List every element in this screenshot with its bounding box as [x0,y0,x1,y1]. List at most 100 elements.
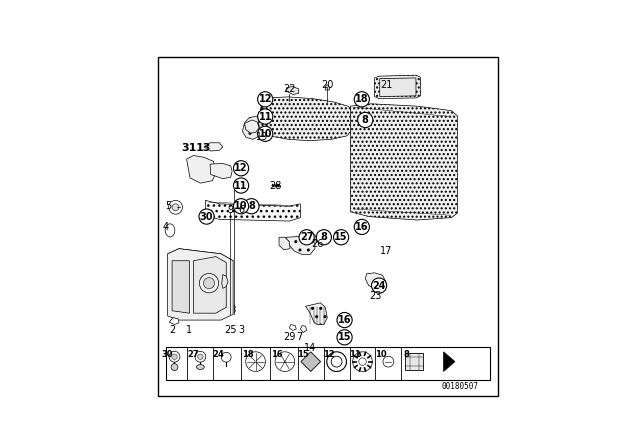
Text: 23: 23 [369,291,382,301]
Circle shape [371,278,387,293]
Polygon shape [286,236,315,254]
Text: 19: 19 [255,132,268,142]
Polygon shape [279,237,290,250]
Polygon shape [210,164,232,179]
Text: 14: 14 [304,343,316,353]
Polygon shape [168,249,233,320]
Circle shape [358,112,373,128]
Text: 8: 8 [404,350,410,359]
Text: 30: 30 [200,211,213,222]
Polygon shape [380,78,416,96]
Circle shape [172,204,179,211]
Text: 5: 5 [166,201,172,211]
Text: 10: 10 [234,201,248,211]
Polygon shape [259,103,262,123]
Circle shape [337,313,352,327]
Circle shape [333,230,349,245]
Circle shape [275,352,294,371]
Polygon shape [244,120,259,133]
Text: 7: 7 [296,332,303,342]
Text: 22: 22 [283,84,296,94]
Circle shape [354,220,369,234]
Circle shape [316,230,332,245]
Polygon shape [170,318,179,324]
Circle shape [327,352,346,371]
Circle shape [168,200,182,214]
Text: 15: 15 [334,232,348,242]
Text: 24: 24 [212,350,225,359]
Circle shape [332,356,342,367]
Polygon shape [374,75,420,99]
Text: 31: 31 [182,142,197,153]
Polygon shape [300,326,307,332]
Polygon shape [259,97,354,141]
Circle shape [359,358,366,366]
Circle shape [195,351,206,362]
Circle shape [234,161,249,176]
Polygon shape [325,85,330,90]
Text: 16: 16 [271,350,283,359]
Text: 25: 25 [225,325,237,336]
Text: 18: 18 [355,94,369,104]
Polygon shape [351,104,458,220]
Text: 12: 12 [323,350,335,359]
Circle shape [234,178,249,193]
Polygon shape [301,352,321,371]
Polygon shape [205,200,300,221]
Circle shape [172,354,177,359]
Circle shape [171,364,178,370]
Text: 17: 17 [380,246,392,256]
Text: 30: 30 [161,350,173,359]
Text: 8: 8 [362,115,369,125]
Text: 9: 9 [228,205,234,215]
Bar [166,347,490,380]
Polygon shape [204,143,223,151]
Circle shape [244,198,259,214]
Text: 21: 21 [380,81,392,90]
Polygon shape [243,116,260,139]
Circle shape [337,330,352,345]
Text: 24: 24 [372,280,386,291]
Polygon shape [221,275,228,289]
Text: 29: 29 [283,332,296,342]
Text: 26: 26 [311,239,323,249]
Text: 11: 11 [234,181,248,190]
Text: 16: 16 [338,315,351,325]
Text: 27: 27 [187,350,198,359]
Text: 4: 4 [162,222,168,232]
Circle shape [258,109,273,124]
Circle shape [258,126,273,142]
Circle shape [221,352,231,362]
Polygon shape [193,257,226,313]
Text: 3: 3 [238,325,244,336]
Circle shape [204,278,214,289]
Text: 8: 8 [321,232,327,242]
Polygon shape [444,352,455,371]
Text: 28: 28 [269,181,282,190]
Circle shape [198,354,203,359]
Circle shape [199,273,219,293]
Circle shape [169,351,180,362]
Polygon shape [168,249,233,266]
Text: 27: 27 [300,232,314,242]
Text: 10: 10 [259,129,272,139]
Text: 2: 2 [169,325,175,336]
Text: 15: 15 [298,350,309,359]
Polygon shape [187,155,216,183]
Circle shape [199,209,214,224]
Circle shape [299,230,314,245]
Text: 11: 11 [349,350,361,359]
Polygon shape [365,273,386,289]
Text: 12: 12 [259,94,272,104]
Text: 13: 13 [195,142,211,153]
Circle shape [234,198,249,214]
Bar [405,353,423,370]
Text: 00180507: 00180507 [441,382,478,391]
Text: 1: 1 [186,325,193,336]
Polygon shape [289,324,296,331]
Polygon shape [305,303,327,324]
Text: 16: 16 [355,222,369,232]
Text: 11: 11 [259,112,272,121]
Circle shape [353,352,372,371]
Text: 20: 20 [321,81,333,90]
